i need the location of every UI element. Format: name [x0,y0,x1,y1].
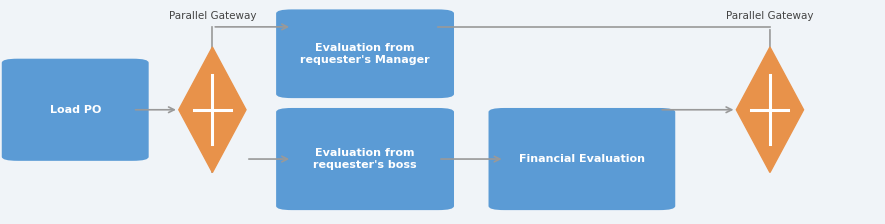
Polygon shape [736,47,804,172]
Text: Financial Evaluation: Financial Evaluation [519,154,645,164]
Text: Parallel Gateway: Parallel Gateway [169,11,256,21]
FancyBboxPatch shape [489,108,675,210]
FancyBboxPatch shape [276,9,454,98]
FancyBboxPatch shape [2,59,149,161]
Text: Load PO: Load PO [50,105,101,115]
Text: Evaluation from
requester's boss: Evaluation from requester's boss [313,148,417,170]
Polygon shape [179,47,246,172]
FancyBboxPatch shape [276,108,454,210]
Text: Evaluation from
requester's Manager: Evaluation from requester's Manager [300,43,430,65]
Text: Parallel Gateway: Parallel Gateway [727,11,813,21]
